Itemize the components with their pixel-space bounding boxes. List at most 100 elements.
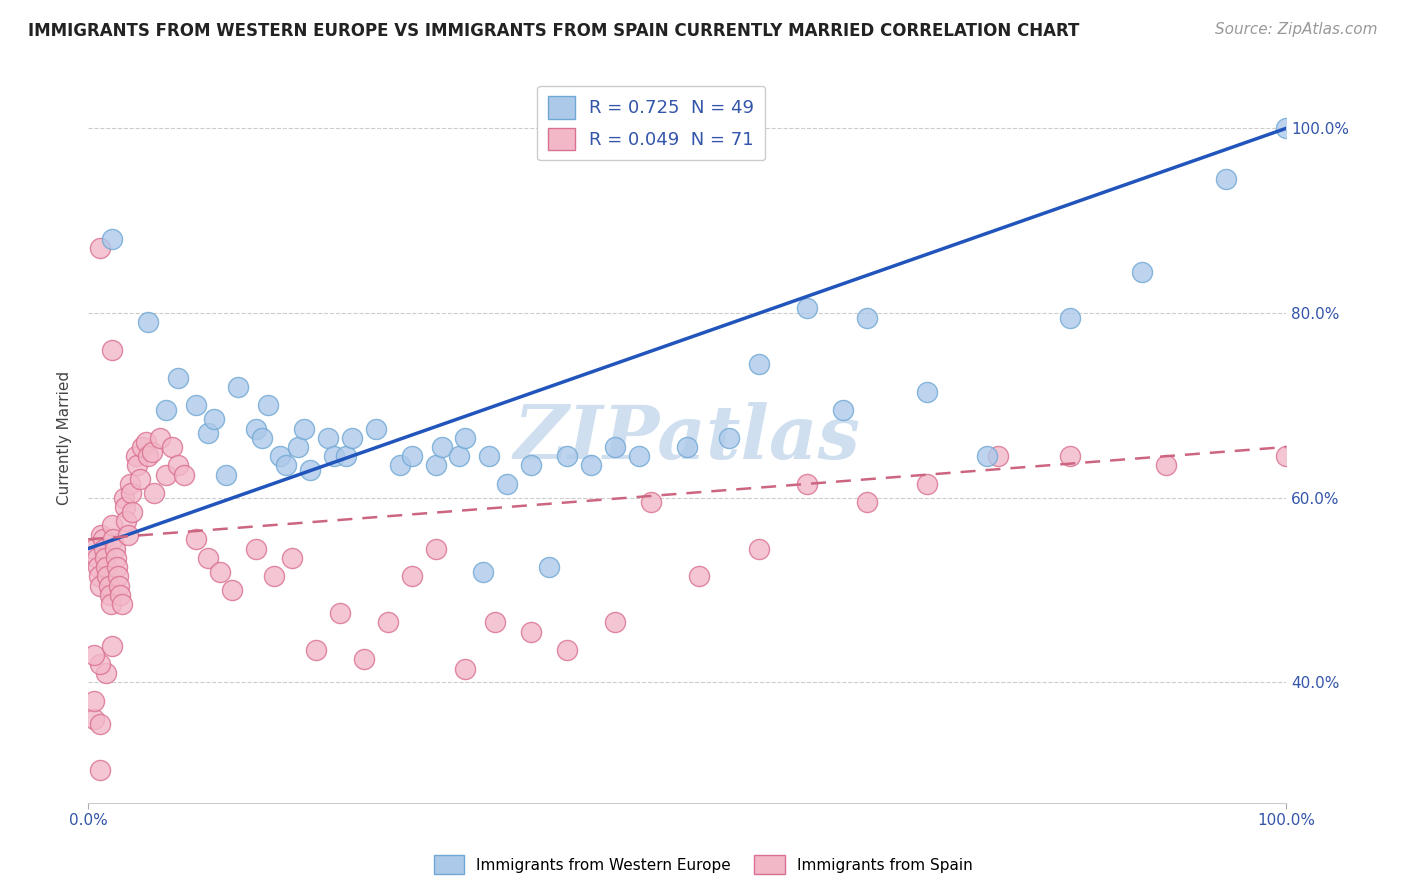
Point: [640, 495, 662, 509]
Point: [388, 458, 411, 473]
Point: [141, 444, 163, 458]
Point: [796, 301, 818, 316]
Point: [125, 449, 148, 463]
Point: [112, 491, 135, 505]
Point: [89, 578, 111, 592]
Point: [605, 615, 627, 630]
Point: [83, 648, 105, 662]
Point: [322, 449, 344, 463]
Y-axis label: Currently Married: Currently Married: [58, 371, 72, 505]
Legend: R = 0.725  N = 49, R = 0.049  N = 71: R = 0.725 N = 49, R = 0.049 N = 71: [537, 86, 765, 161]
Point: [89, 657, 111, 671]
Point: [717, 431, 740, 445]
Point: [167, 458, 190, 473]
Point: [93, 541, 115, 556]
Legend: Immigrants from Western Europe, Immigrants from Spain: Immigrants from Western Europe, Immigran…: [427, 849, 979, 880]
Point: [83, 713, 105, 727]
Point: [120, 486, 142, 500]
Point: [538, 560, 561, 574]
Point: [127, 458, 149, 473]
Point: [676, 440, 699, 454]
Point: [97, 578, 120, 592]
Point: [197, 550, 219, 565]
Point: [101, 232, 124, 246]
Point: [287, 440, 309, 454]
Point: [110, 588, 132, 602]
Point: [555, 449, 578, 463]
Point: [135, 435, 157, 450]
Point: [245, 541, 267, 556]
Point: [915, 477, 938, 491]
Point: [208, 565, 231, 579]
Point: [155, 403, 177, 417]
Point: [89, 717, 111, 731]
Point: [103, 541, 125, 556]
Point: [101, 518, 124, 533]
Point: [87, 569, 110, 583]
Point: [250, 431, 273, 445]
Point: [1275, 449, 1298, 463]
Point: [628, 449, 651, 463]
Point: [143, 486, 166, 500]
Point: [484, 615, 506, 630]
Point: [298, 463, 321, 477]
Point: [1215, 172, 1237, 186]
Point: [245, 421, 267, 435]
Point: [120, 477, 142, 491]
Point: [91, 533, 114, 547]
Point: [256, 399, 278, 413]
Point: [855, 495, 877, 509]
Point: [96, 569, 118, 583]
Point: [831, 403, 853, 417]
Point: [184, 399, 207, 413]
Point: [520, 458, 543, 473]
Point: [115, 514, 138, 528]
Point: [1059, 449, 1081, 463]
Point: [555, 643, 578, 657]
Point: [117, 527, 139, 541]
Point: [202, 412, 225, 426]
Point: [184, 533, 207, 547]
Point: [128, 472, 150, 486]
Point: [83, 694, 105, 708]
Point: [748, 357, 770, 371]
Point: [335, 449, 357, 463]
Point: [430, 440, 453, 454]
Text: ZIPatlas: ZIPatlas: [513, 401, 860, 474]
Point: [454, 431, 477, 445]
Point: [340, 431, 363, 445]
Point: [108, 578, 131, 592]
Point: [269, 449, 291, 463]
Point: [114, 500, 136, 514]
Point: [987, 449, 1010, 463]
Point: [167, 370, 190, 384]
Point: [472, 565, 495, 579]
Point: [1154, 458, 1177, 473]
Point: [136, 449, 159, 463]
Point: [1275, 121, 1298, 136]
Point: [155, 467, 177, 482]
Point: [425, 458, 447, 473]
Point: [329, 606, 352, 620]
Point: [605, 440, 627, 454]
Point: [221, 583, 243, 598]
Point: [305, 643, 328, 657]
Point: [915, 384, 938, 399]
Point: [160, 440, 183, 454]
Point: [94, 550, 117, 565]
Point: [86, 550, 108, 565]
Point: [226, 380, 249, 394]
Point: [104, 550, 127, 565]
Point: [449, 449, 471, 463]
Point: [976, 449, 998, 463]
Point: [478, 449, 501, 463]
Point: [149, 431, 172, 445]
Point: [121, 505, 143, 519]
Point: [688, 569, 710, 583]
Point: [87, 560, 110, 574]
Point: [263, 569, 285, 583]
Point: [111, 597, 134, 611]
Point: [281, 550, 304, 565]
Point: [1130, 264, 1153, 278]
Point: [748, 541, 770, 556]
